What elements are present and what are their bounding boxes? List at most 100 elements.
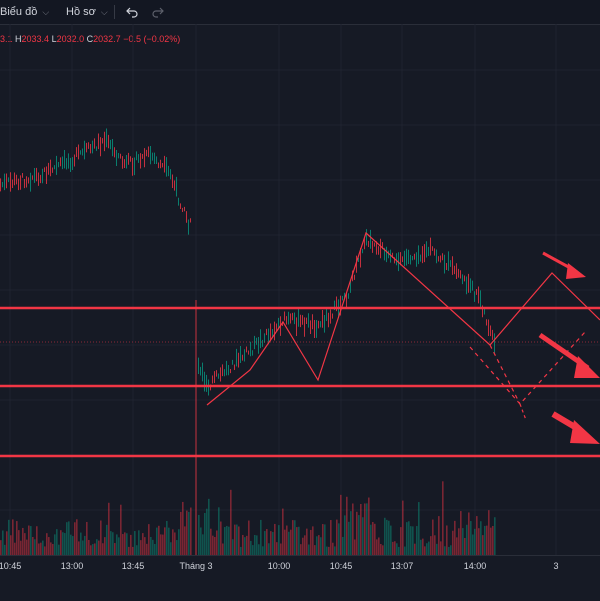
- volume-bar: [12, 519, 14, 555]
- volume-bar: [248, 520, 250, 555]
- volume-bar: [144, 537, 146, 555]
- volume-bar: [464, 537, 466, 555]
- volume-bar: [344, 515, 346, 555]
- volume-bar: [478, 528, 480, 555]
- volume-bar: [214, 536, 216, 555]
- volume-bar: [278, 525, 280, 555]
- volume-bar: [26, 539, 28, 555]
- drawings[interactable]: [0, 231, 600, 555]
- change-value: −0.5 (−0.02%): [123, 34, 181, 44]
- time-tick: 13:00: [60, 561, 84, 571]
- volume-bar: [86, 521, 88, 555]
- low-value: 2032.0: [56, 34, 85, 44]
- volume-bar: [400, 527, 402, 555]
- volume-bar: [128, 546, 130, 555]
- volume-bar: [244, 537, 246, 555]
- volume-bar: [322, 524, 324, 555]
- volume-bar: [180, 511, 182, 555]
- time-tick: 10:45: [0, 561, 22, 571]
- volume-bar: [428, 541, 430, 555]
- volume-bar: [198, 514, 200, 555]
- volume-bar: [256, 535, 258, 555]
- volume-bar: [138, 530, 140, 555]
- volume-bar: [456, 537, 458, 555]
- volume-bar: [360, 503, 362, 555]
- volume-bar: [118, 537, 120, 555]
- volume-bar: [460, 511, 462, 555]
- volume-bar: [40, 542, 42, 555]
- volume-bar: [226, 525, 228, 555]
- volume-bar: [296, 527, 298, 555]
- volume-bar: [54, 534, 56, 555]
- volume-bar: [390, 525, 392, 555]
- volume-bar: [146, 543, 148, 555]
- volume-bar: [262, 546, 264, 555]
- volume-bar: [476, 516, 478, 555]
- volume-bar: [60, 530, 62, 555]
- volume-bar: [178, 529, 180, 555]
- undo-icon[interactable]: [126, 6, 138, 18]
- volume-bar: [204, 513, 206, 555]
- volume-bar: [42, 540, 44, 555]
- volume-bar: [230, 489, 232, 555]
- volume-bar: [382, 545, 384, 555]
- volume-bar: [474, 528, 476, 555]
- high-key: H: [15, 34, 22, 44]
- chevron-down-icon: ⌵: [42, 7, 50, 17]
- volume-bar: [160, 534, 162, 555]
- volume-bar: [364, 503, 366, 555]
- volume-bar: [492, 525, 494, 555]
- volume-bar: [328, 546, 330, 555]
- volume-bar: [164, 527, 166, 555]
- volume-bar: [88, 539, 90, 555]
- arrow-icon[interactable]: [542, 251, 586, 279]
- volume-bar: [220, 521, 222, 555]
- volume-bar: [104, 537, 106, 555]
- zigzag-path[interactable]: [206, 231, 600, 406]
- volume-bar: [224, 527, 226, 555]
- volume-bar: [374, 523, 376, 555]
- chart-canvas[interactable]: [0, 24, 600, 555]
- volume-bar: [50, 542, 52, 555]
- volume-bar: [484, 525, 486, 555]
- volume-bar: [6, 531, 8, 555]
- volume-bar: [314, 545, 316, 555]
- volume-bar: [82, 540, 84, 555]
- volume-bar: [442, 481, 444, 555]
- volume-bar: [126, 533, 128, 555]
- volume-bar: [0, 540, 2, 555]
- volume-bar: [422, 538, 424, 555]
- volume-bar: [394, 541, 396, 555]
- volume-bar: [222, 543, 224, 555]
- volume-bar: [148, 524, 150, 555]
- volume-bar: [62, 532, 64, 555]
- volume-bar: [232, 539, 234, 555]
- volume-bar: [446, 525, 448, 555]
- chart-menu[interactable]: Biểu đồ ⌵: [0, 0, 49, 24]
- volume-bars: [0, 481, 496, 555]
- volume-bar: [70, 534, 72, 555]
- profile-menu-label: Hồ sơ: [66, 6, 96, 18]
- volume-bar: [38, 543, 40, 555]
- volume-bar: [150, 536, 152, 555]
- redo-icon[interactable]: [152, 6, 164, 18]
- volume-bar: [78, 541, 80, 555]
- volume-bar: [24, 533, 26, 555]
- arrow-icon[interactable]: [538, 332, 600, 378]
- volume-bar: [334, 546, 336, 555]
- volume-bar: [242, 534, 244, 555]
- volume-bar: [488, 510, 490, 555]
- time-axis[interactable]: 10:45 13:00 13:45 Tháng 3 10:00 10:45 13…: [0, 555, 600, 601]
- volume-bar: [282, 508, 284, 555]
- volume-bar: [300, 544, 302, 555]
- profile-menu[interactable]: Hồ sơ ⌵: [66, 0, 108, 24]
- volume-bar: [438, 516, 440, 555]
- low-key: L: [51, 34, 57, 44]
- volume-bar: [458, 528, 460, 555]
- volume-bar: [90, 545, 92, 555]
- volume-bar: [370, 524, 372, 555]
- arrow-icon[interactable]: [551, 411, 600, 444]
- volume-bar: [10, 535, 12, 555]
- volume-bar: [482, 535, 484, 555]
- volume-bar: [318, 535, 320, 555]
